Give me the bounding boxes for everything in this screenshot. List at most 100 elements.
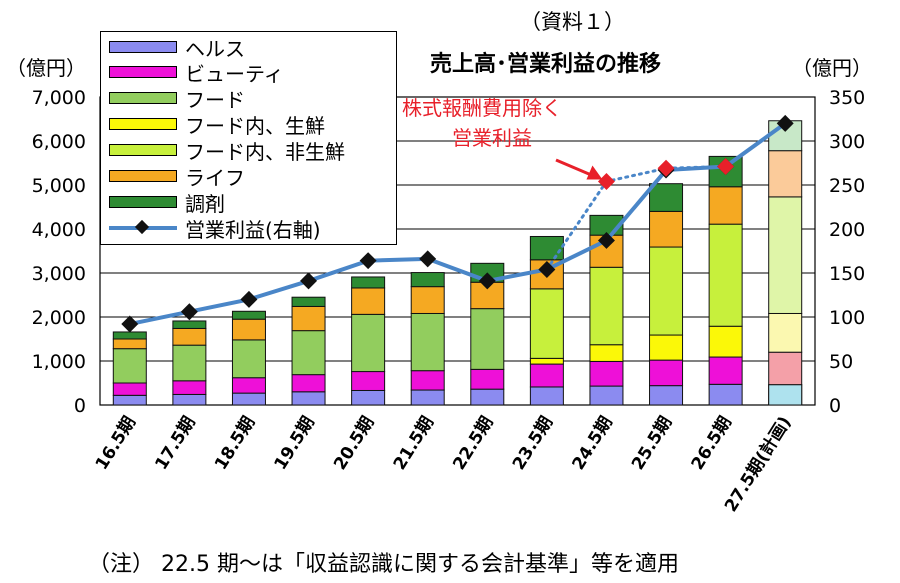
y-tick-label-left: 7,000 [32, 87, 86, 109]
bar-segment [708, 186, 743, 225]
legend-item-food-nonfresh: フード内、非生鮮 [109, 138, 345, 164]
bar-segment [470, 308, 505, 370]
y-tick-label-right: 100 [829, 307, 865, 329]
bar-segment [529, 386, 564, 406]
operating-profit-marker [359, 252, 377, 270]
x-tick-label: 17.5期 [151, 413, 199, 474]
x-tick-label: 21.5期 [390, 413, 438, 474]
bar-segment [172, 380, 207, 395]
bar-segment [351, 389, 386, 406]
bar-segment [172, 320, 207, 329]
bar-segment [291, 391, 326, 406]
bar-segment [112, 338, 147, 350]
y-tick-label-right: 350 [829, 87, 865, 109]
bar-segment [112, 382, 147, 396]
bar-segment [708, 325, 743, 358]
x-tick-label: 19.5期 [271, 413, 319, 474]
bar-segment [410, 272, 445, 288]
bar-segment [589, 344, 624, 362]
annotation-arrow-head [586, 165, 603, 180]
y-tick-label-left: 2,000 [32, 307, 86, 329]
bar-segment [112, 348, 147, 384]
operating-profit-marker [419, 250, 437, 268]
legend-line-marker [109, 219, 177, 235]
legend-swatch [109, 66, 177, 78]
legend-swatch [109, 92, 177, 104]
legend: ヘルス ビューティ フード フード内、生鮮 フード内、非生鮮 ライフ 調剤 営業… [100, 31, 397, 245]
bar-segment [589, 360, 624, 387]
bar-segment [291, 330, 326, 376]
y-tick-label-left: 1,000 [32, 351, 86, 373]
bar-segment [410, 286, 445, 314]
x-tick-label: 26.5期 [688, 413, 736, 474]
legend-swatch [109, 170, 177, 182]
bar-segment [231, 392, 266, 406]
chart-supertitle: （資料１） [520, 10, 625, 34]
operating-profit-marker [121, 315, 139, 333]
legend-swatch [109, 144, 177, 156]
legend-label: フード内、非生鮮 [185, 139, 345, 164]
operating-profit-marker [776, 114, 794, 132]
bar-segment [589, 266, 624, 346]
y-tick-label-left: 5,000 [32, 175, 86, 197]
annotation-arrow-shaft [555, 158, 594, 177]
legend-item-dispensing: 調剤 [109, 190, 225, 216]
legend-swatch [109, 118, 177, 130]
legend-label: 調剤 [185, 191, 225, 216]
y-tick-label-right: 0 [829, 395, 841, 417]
y-tick-label-right: 250 [829, 175, 865, 197]
annotation-line1: 株式報酬費用除く [402, 96, 562, 120]
bar-segment [231, 377, 266, 394]
bar-segment [351, 313, 386, 373]
bar-segment [529, 357, 564, 365]
y-tick-label-left: 0 [74, 395, 86, 417]
operating-profit-marker [240, 290, 258, 308]
operating-profit-marker [180, 303, 198, 321]
bar-segment [231, 318, 266, 341]
bar-segment [649, 183, 684, 212]
bar-segment [649, 210, 684, 248]
bar-segment [768, 150, 803, 198]
bar-segment [470, 368, 505, 390]
legend-item-life: ライフ [109, 164, 245, 190]
x-tick-label: 23.5期 [509, 413, 557, 474]
bar-segment [231, 339, 266, 379]
x-tick-label: 16.5期 [92, 413, 140, 474]
bar-segment [768, 312, 803, 353]
bar-segment [231, 310, 266, 320]
excl-stock-comp-marker [597, 172, 615, 190]
x-tick-label: 24.5期 [568, 413, 616, 474]
x-tick-label: 18.5期 [211, 413, 259, 474]
bar-segment [529, 288, 564, 359]
bar-segment [470, 388, 505, 406]
bar-segment [172, 344, 207, 382]
operating-profit-marker [538, 260, 556, 278]
annotation-line2: 営業利益 [452, 126, 532, 150]
bar-segment [708, 356, 743, 385]
chart-title: 売上高･営業利益の推移 [430, 52, 662, 77]
bar-segment [351, 371, 386, 391]
bar-segment [112, 394, 147, 406]
bar-segment [649, 334, 684, 361]
legend-item-operating-profit: 営業利益(右軸) [109, 216, 321, 242]
legend-item-health: ヘルス [109, 35, 245, 61]
excl-stock-comp-line [545, 165, 728, 271]
bar-segment [112, 331, 147, 340]
y-tick-label-left: 3,000 [32, 263, 86, 285]
legend-item-food-fresh: フード内、生鮮 [109, 112, 325, 138]
legend-label: フード内、生鮮 [185, 113, 325, 138]
bar-segment [649, 246, 684, 336]
y-tick-label-right: 150 [829, 263, 865, 285]
y-tick-label-right: 300 [829, 131, 865, 153]
excl-stock-comp-marker [657, 159, 675, 177]
bar-segment-plan-health [768, 384, 803, 406]
bar-segment [291, 305, 326, 332]
x-tick-label: 20.5期 [330, 413, 378, 474]
bar-segment [172, 393, 207, 406]
bar-segment [410, 370, 445, 391]
legend-label: ヘルス [185, 36, 245, 61]
x-tick-label: 22.5期 [449, 413, 497, 474]
bar-segment [768, 351, 803, 386]
bar-segment [291, 374, 326, 393]
